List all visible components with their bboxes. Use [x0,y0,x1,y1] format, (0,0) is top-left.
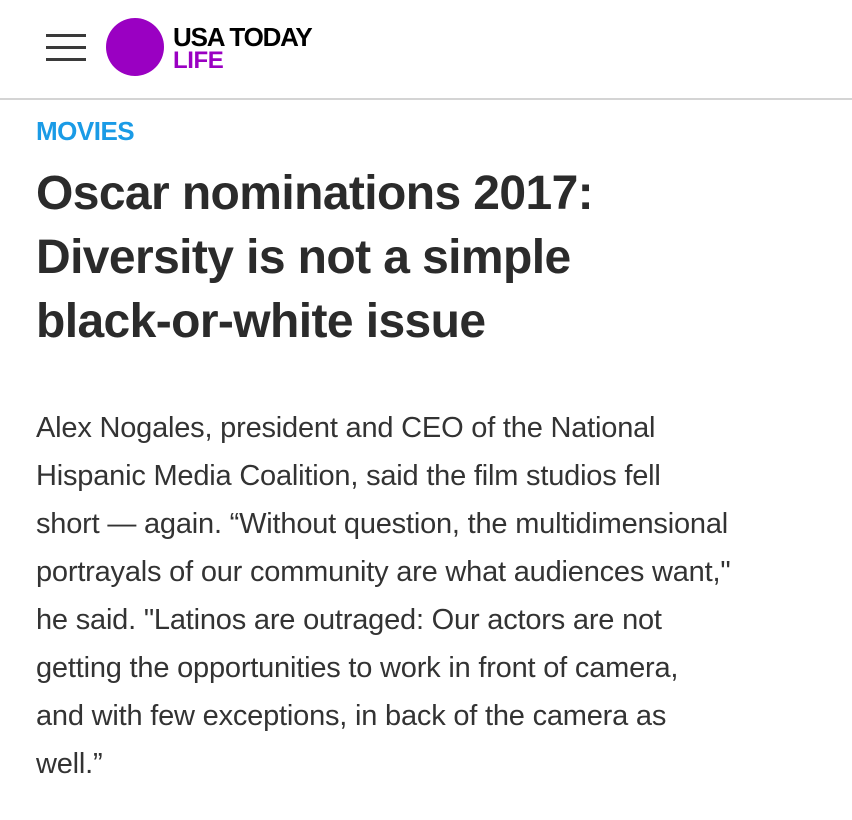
site-header: USA TODAY LIFE [0,0,852,100]
paragraph-line: short — again. “Without question, the mu… [36,508,728,540]
paragraph-line: getting the opportunities to work in fro… [36,652,679,684]
logo-section: LIFE [173,47,224,74]
usa-today-life-logo[interactable]: USA TODAY LIFE [106,18,313,76]
section-label-movies[interactable]: MOVIES [36,116,135,146]
headline-line: black-or-white issue [36,295,486,348]
article-headline: Oscar nominations 2017: Diversity is not… [36,162,826,354]
logo-dot-icon [106,18,164,76]
hamburger-menu-icon[interactable] [46,34,86,62]
paragraph-line: he said. "Latinos are outraged: Our acto… [36,604,662,636]
paragraph-line: well.” [36,748,103,780]
menu-bar-middle [46,46,86,49]
paragraph-line: Hispanic Media Coalition, said the film … [36,460,661,492]
menu-bar-bottom [46,58,86,61]
logo-brand: USA TODAY [173,22,313,52]
headline-line: Oscar nominations 2017: [36,167,594,220]
paragraph-line: Alex Nogales, president and CEO of the N… [36,412,656,444]
article-paragraph: Alex Nogales, president and CEO of the N… [36,404,836,788]
headline-line: Diversity is not a simple [36,231,571,284]
menu-bar-top [46,34,86,37]
paragraph-line: and with few exceptions, in back of the … [36,700,667,732]
logo-text: USA TODAY LIFE [173,22,313,74]
paragraph-line: portrayals of our community are what aud… [36,556,731,588]
